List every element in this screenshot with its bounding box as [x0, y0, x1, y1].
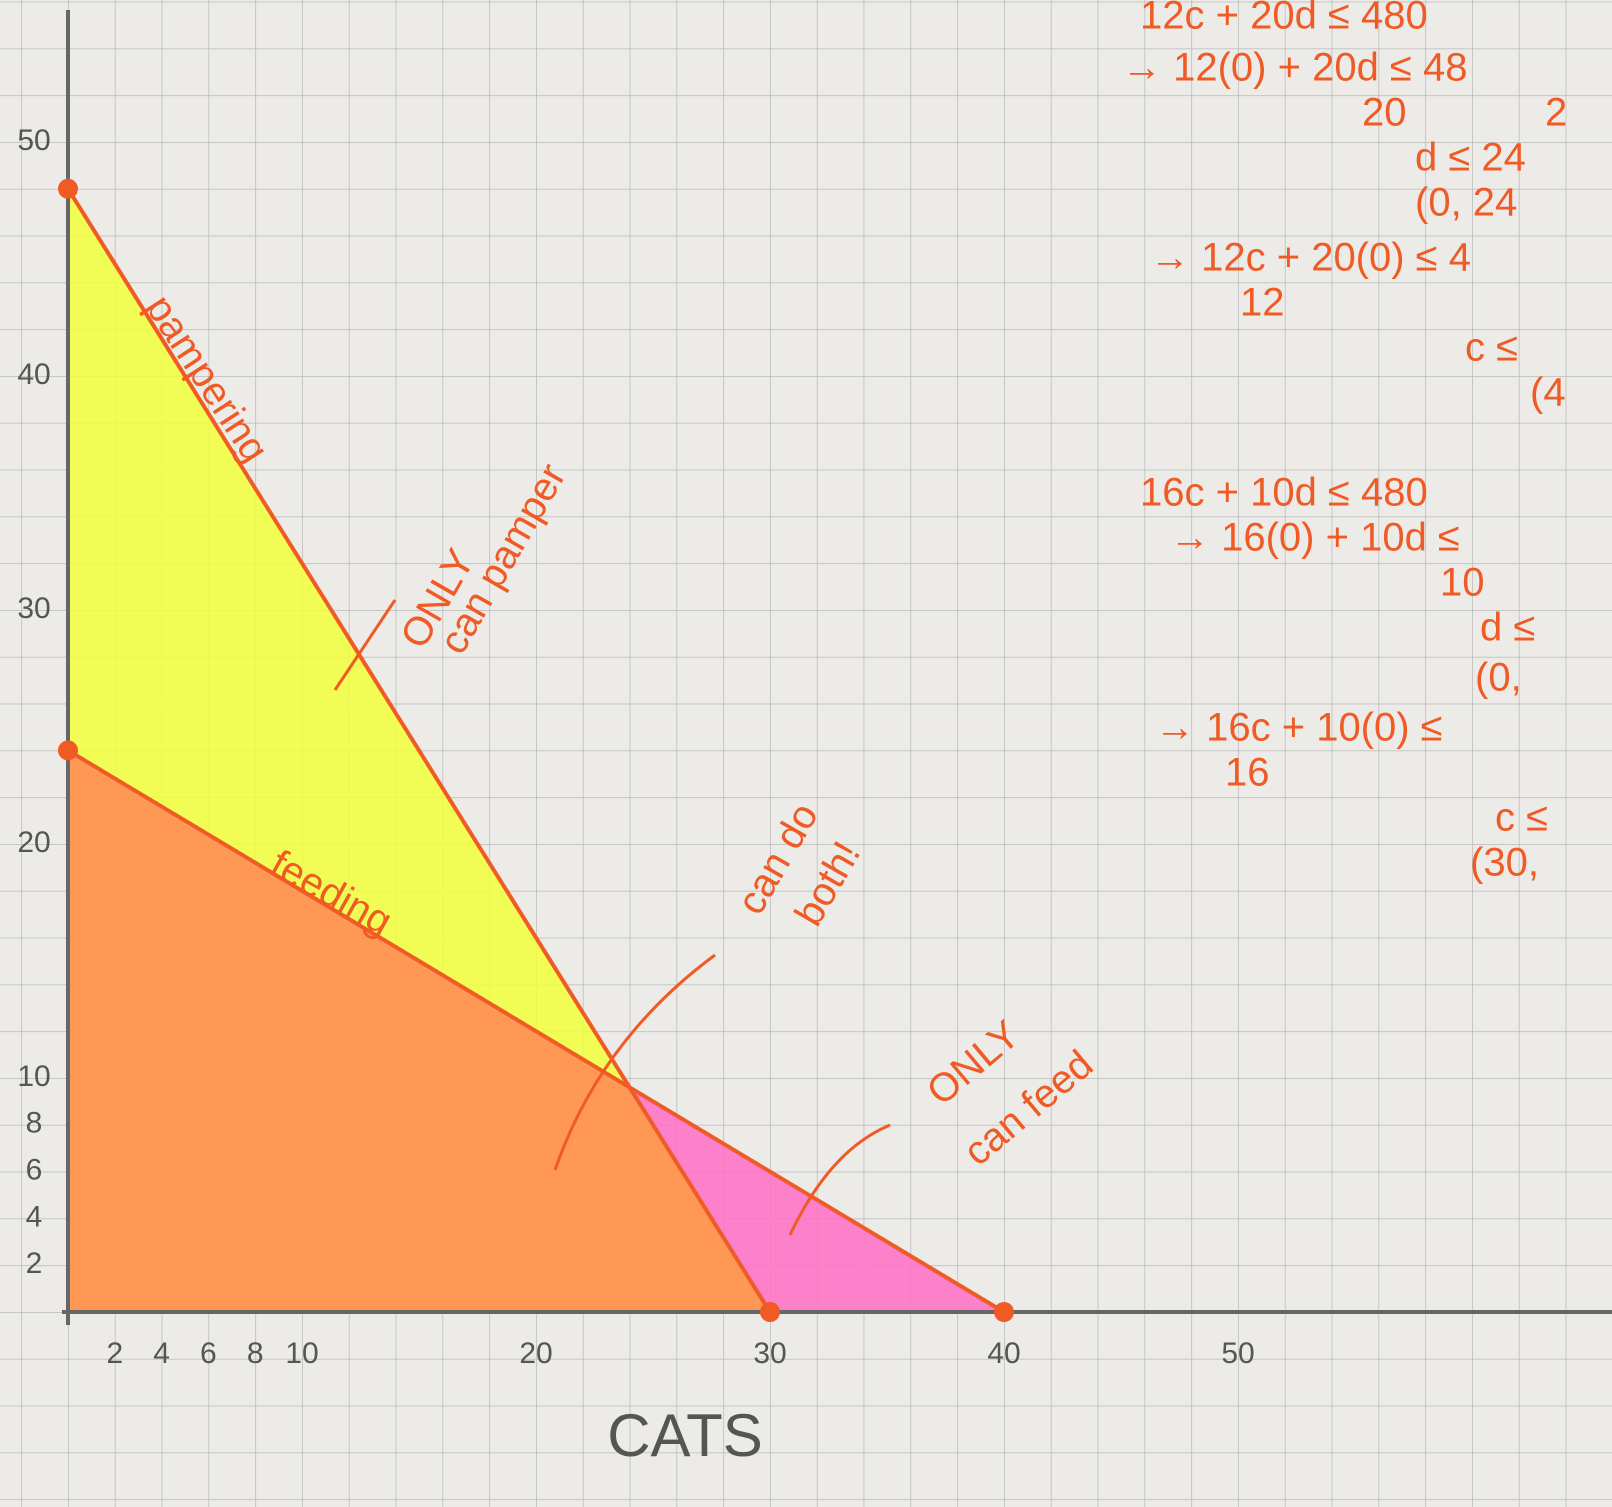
y-tick-label: 8	[26, 1107, 43, 1140]
y-tick-label: 4	[26, 1200, 43, 1233]
x-tick-label: 30	[753, 1337, 786, 1370]
note: d ≤ 24	[1415, 136, 1526, 180]
note: 16	[1225, 751, 1270, 795]
note: 10	[1440, 561, 1485, 605]
y-tick-label: 40	[17, 358, 50, 391]
note: 12c + 20d ≤ 480	[1140, 0, 1428, 38]
y-tick-label: 30	[17, 592, 50, 625]
x-tick-label: 40	[987, 1337, 1020, 1370]
note: 12	[1240, 281, 1285, 325]
pointers	[333, 599, 891, 1236]
y-tick-label: 2	[26, 1247, 43, 1280]
note: (4	[1530, 371, 1566, 415]
constraint-line	[66, 748, 1006, 1314]
y-tick-label: 10	[17, 1060, 50, 1093]
note: (30,	[1470, 841, 1539, 885]
note: → 16c + 10(0) ≤	[1155, 706, 1443, 750]
note: c ≤	[1495, 796, 1548, 840]
note: 16c + 10d ≤ 480	[1140, 471, 1428, 515]
y-tick-label: 50	[17, 124, 50, 157]
x-axis-label: CATS	[607, 1402, 763, 1469]
note: 20	[1362, 91, 1407, 135]
x-tick-label: 10	[285, 1337, 318, 1370]
pointer	[788, 1123, 891, 1236]
pointer	[333, 599, 397, 691]
x-tick-label: 8	[247, 1337, 264, 1370]
x-tick-label: 6	[200, 1337, 217, 1370]
note: c ≤	[1465, 326, 1518, 370]
intercept-point	[58, 178, 78, 199]
intercept-point	[994, 1302, 1014, 1322]
note: (0,	[1475, 656, 1522, 700]
x-tick-label: 4	[153, 1337, 170, 1370]
note: 2	[1545, 91, 1567, 135]
intercept-point	[58, 740, 78, 761]
note: d ≤	[1480, 606, 1535, 650]
y-tick-label: 6	[26, 1154, 43, 1187]
note: → 16(0) + 10d ≤	[1170, 516, 1460, 560]
x-tick-label: 50	[1221, 1337, 1254, 1370]
intercept-point	[760, 1302, 780, 1322]
note: (0, 24	[1415, 181, 1517, 225]
y-tick-label: 20	[17, 826, 50, 859]
note: → 12(0) + 20d ≤ 48	[1122, 46, 1468, 90]
pointer	[553, 953, 716, 1171]
constraint-line	[66, 187, 772, 1314]
x-tick-label: 2	[106, 1337, 123, 1370]
x-tick-label: 20	[519, 1337, 552, 1370]
note: → 12c + 20(0) ≤ 4	[1150, 236, 1471, 280]
